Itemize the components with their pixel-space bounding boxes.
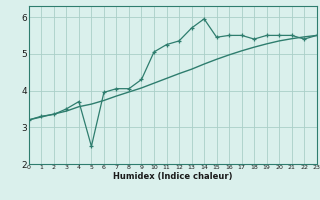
X-axis label: Humidex (Indice chaleur): Humidex (Indice chaleur) xyxy=(113,172,233,181)
